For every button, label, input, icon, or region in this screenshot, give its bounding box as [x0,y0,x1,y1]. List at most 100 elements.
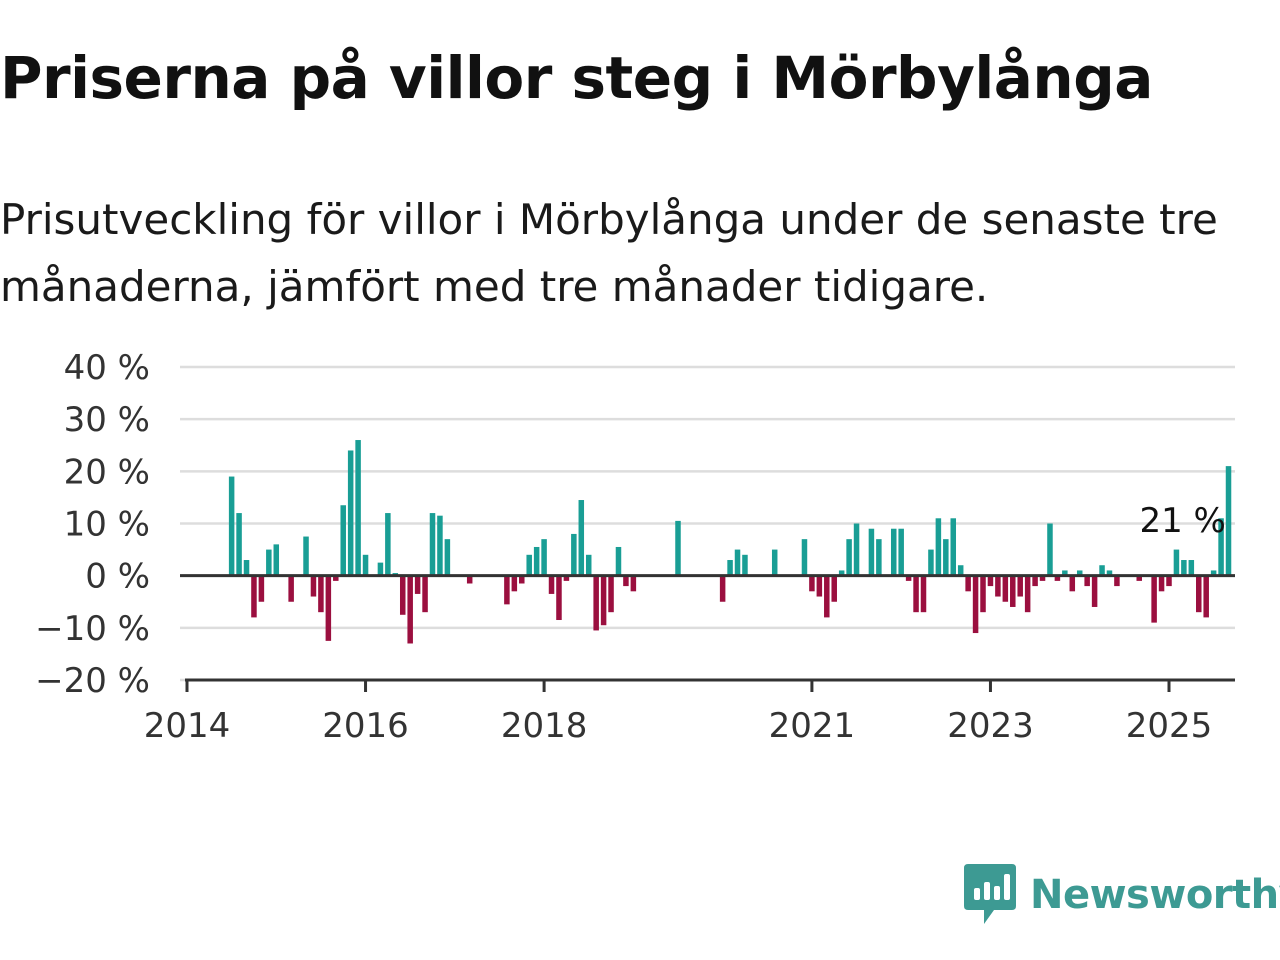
bar [824,575,830,618]
bar [444,539,451,576]
bar [258,575,265,602]
bar [675,520,681,576]
bar [972,575,979,634]
bar [571,533,577,576]
bar-chart: 40 %30 %20 %10 %0 %−10 %−20 % 2014 2016 20… [35,348,1235,746]
bar [623,575,629,587]
bar [1188,560,1195,576]
bar [600,575,607,626]
bar [340,505,346,576]
bar [957,565,964,576]
chart-subtitle: Prisutveckling för villor i Mörbylånga u… [0,195,1218,311]
bar [1091,575,1098,607]
bar [1047,523,1053,576]
bar [585,554,592,576]
bar [1106,570,1113,576]
bar [816,575,823,597]
bar [1225,466,1232,576]
bar [1099,565,1105,576]
bar [608,575,614,613]
bar [935,518,942,576]
x-tick-label: 2025 [1126,706,1213,746]
bar [526,554,532,576]
bar [1151,575,1157,623]
bar [838,570,845,576]
bar [831,575,837,602]
newsworthy-logo-icon [964,864,1016,924]
bar [801,539,808,576]
brand: Newsworthy [964,862,1280,928]
bar [1024,575,1031,613]
bar [533,546,540,576]
bar [846,539,852,576]
bar [362,554,369,576]
bar [273,544,280,576]
bar [563,575,570,581]
y-tick-label: −20 % [35,661,150,701]
bar [1017,575,1023,597]
bar [943,539,949,576]
bar [466,575,473,584]
bar [1218,518,1224,576]
y-tick-label: 0 % [85,557,150,597]
y-tick-label: 40 % [64,348,150,388]
bar [243,560,250,576]
bar [920,575,927,613]
bar [995,575,1001,597]
bar [1039,575,1046,581]
bar [578,500,585,576]
bar [727,560,733,576]
bar [913,575,919,613]
bar [890,528,897,576]
bar [950,518,957,576]
bar [355,440,361,576]
bar [615,546,622,576]
bar [318,575,324,613]
bar [1062,570,1068,576]
bar [429,513,436,576]
bar [1158,575,1165,592]
bar [1069,575,1076,592]
bar [385,513,391,576]
bar [541,539,547,576]
bar [905,575,912,581]
x-axis: 2014 2016 2018 2021 2023 2025 [144,678,1235,746]
bar [1210,570,1217,576]
bar [1076,570,1083,576]
bar [1054,575,1061,581]
bars [228,440,1232,644]
bar [504,575,510,605]
bar [980,575,986,613]
bar [987,575,994,587]
bar [556,575,562,621]
bar [236,513,242,576]
x-tick-label: 2018 [501,706,588,746]
bar [251,575,257,618]
bar [630,575,637,592]
brand-name: Newsworthy [1030,872,1280,918]
bar [771,549,778,576]
y-tick-label: 20 % [64,452,150,492]
grid-lines [180,365,1235,682]
bar [548,575,555,594]
bar [437,515,443,576]
y-tick-label: 30 % [64,400,150,440]
bar [511,575,518,592]
bar [742,554,748,576]
y-tick-label: 10 % [64,505,150,545]
bar [288,575,294,602]
bar [407,575,413,644]
bar [719,575,726,602]
bar [876,539,882,576]
bar [1166,575,1172,587]
bar [377,562,384,576]
bar [734,549,741,576]
bar [1084,575,1090,587]
bar [928,549,934,576]
bar [422,575,428,613]
annotation: 21 % [1139,501,1225,541]
bar [1002,575,1009,602]
bar [1181,560,1187,576]
chart-title: Priserna på villor steg i Mörbylånga [0,44,1153,112]
bar [1173,549,1180,576]
